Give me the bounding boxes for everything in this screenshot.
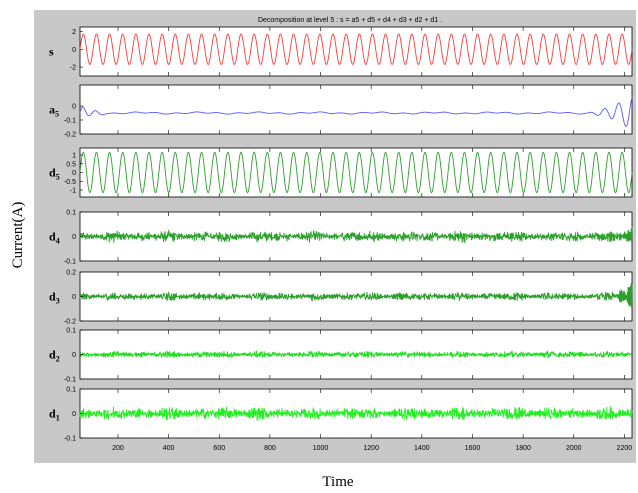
x-tick-label: 200: [112, 445, 124, 452]
x-tick-label: 2000: [566, 445, 582, 452]
subplot-s: 2 0 -2 s: [49, 27, 632, 76]
subplot-d4: 0.10-0.1d4: [49, 210, 632, 266]
y-tick-label: 1: [72, 153, 76, 160]
panel-label-subscript: 4: [56, 237, 60, 246]
subplot-d1: 0.10-0.1d1: [49, 387, 632, 443]
subplot-d5: 10.50-0.5-1d5: [49, 148, 632, 197]
y-tick-label: 0.5: [66, 161, 76, 168]
subplot-d3: 0.20-0.2d3: [49, 270, 632, 326]
panel-label-subscript: 5: [55, 110, 59, 119]
x-tick-label: 1000: [313, 445, 329, 452]
y-tick-label: 0: [72, 47, 76, 54]
panel-label-subscript: 2: [56, 355, 60, 364]
y-tick-label: -0.5: [64, 179, 76, 186]
y-tick-label: -0.1: [64, 377, 76, 384]
x-tick-label: 1800: [515, 445, 531, 452]
y-tick-label: 0: [72, 411, 76, 418]
x-tick-label: 1200: [363, 445, 379, 452]
y-tick-label: 0: [72, 294, 76, 301]
plot-area: [80, 85, 632, 134]
y-tick-label: 0.1: [66, 328, 76, 335]
y-tick-label: -0.1: [64, 118, 76, 125]
figure-title: Decomposition at level 5 : s = a5 + d5 +…: [258, 17, 442, 24]
y-tick-label: 0.1: [66, 387, 76, 394]
panel-label: s: [49, 45, 54, 59]
y-tick-label: -0.1: [64, 259, 76, 266]
panel-label-subscript: 1: [56, 414, 60, 423]
x-tick-label: 1600: [465, 445, 481, 452]
y-tick-label: 2: [72, 29, 76, 36]
y-tick-label: 0: [72, 170, 76, 177]
x-tick-label: 400: [163, 445, 175, 452]
panel-label-subscript: 5: [56, 173, 60, 182]
y-tick-label: -0.1: [64, 436, 76, 443]
y-tick-label: 0: [72, 234, 76, 241]
y-tick-label: 0.1: [66, 210, 76, 217]
x-axis-label: Time: [322, 474, 353, 490]
x-tick-label: 600: [213, 445, 225, 452]
y-tick-label: -2: [70, 65, 76, 72]
panel-label-subscript: 3: [56, 297, 60, 306]
y-tick-label: -1: [70, 188, 76, 195]
y-axis-label: Current(A): [10, 202, 26, 269]
y-tick-label: 0: [72, 104, 76, 111]
y-tick-label: 0: [72, 352, 76, 359]
x-tick-label: 1400: [414, 445, 430, 452]
x-tick-label: 2200: [617, 445, 633, 452]
subplot-a5: 0-0.1-0.2a5: [49, 85, 632, 139]
y-tick-label: -0.2: [64, 319, 76, 326]
y-tick-label: 0.2: [66, 270, 76, 277]
x-tick-label: 800: [264, 445, 276, 452]
subplot-d2: 0.10-0.1d2: [49, 328, 632, 384]
y-tick-label: -0.2: [64, 132, 76, 139]
